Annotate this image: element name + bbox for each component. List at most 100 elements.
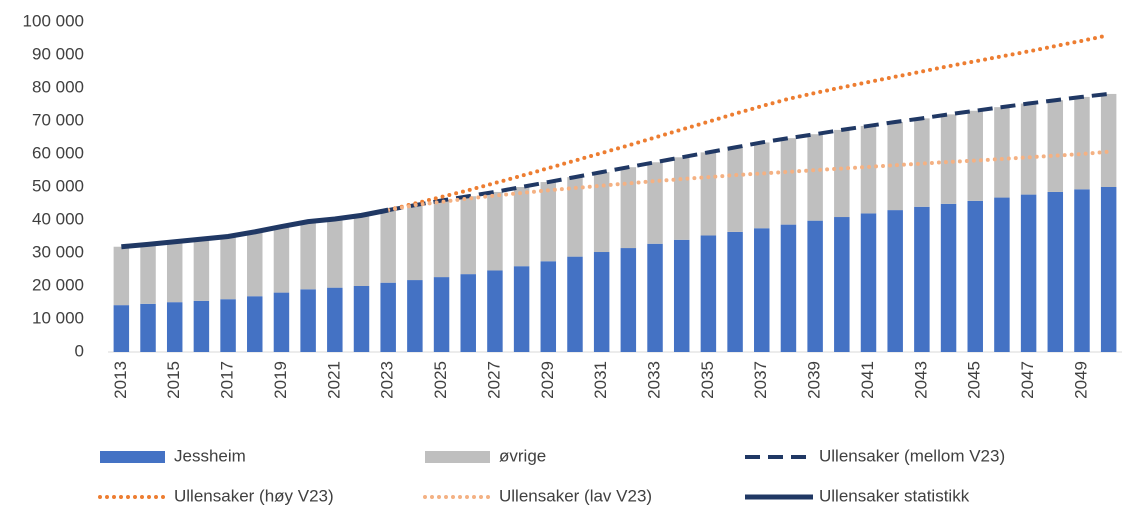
bar (460, 196, 476, 275)
x-tick-label: 2027 (484, 361, 503, 399)
bar (1074, 96, 1090, 190)
bar (1020, 103, 1037, 195)
bar (593, 252, 610, 352)
y-tick-label: 100 000 (23, 11, 84, 30)
bar (166, 302, 183, 352)
x-tick-label: 2021 (324, 361, 343, 399)
bar (247, 296, 263, 352)
legend-label: Ullensaker (lav V23) (499, 486, 652, 505)
x-tick-label: 2041 (858, 361, 877, 399)
bar (860, 125, 877, 214)
bar (407, 280, 423, 352)
bar (300, 221, 316, 290)
bar (433, 277, 450, 352)
bar (220, 236, 236, 300)
bar (834, 217, 850, 352)
bar (273, 292, 290, 352)
bar (887, 210, 903, 352)
bar (780, 138, 797, 225)
bar (487, 270, 503, 352)
bar (380, 210, 396, 283)
x-tick-label: 2017 (218, 361, 237, 399)
bar (673, 239, 690, 352)
y-tick-label: 80 000 (32, 77, 84, 96)
bar (620, 248, 637, 352)
bar (593, 172, 610, 253)
bar (567, 177, 583, 257)
bar (887, 121, 903, 211)
legend-label: Ullensaker (høy V23) (174, 486, 334, 505)
bar (220, 299, 236, 352)
line (387, 91, 1109, 213)
bar (727, 231, 743, 352)
line (121, 207, 389, 250)
bar (540, 261, 557, 352)
bar (754, 228, 770, 352)
legend-label: Jessheim (174, 446, 246, 465)
bar (353, 215, 370, 286)
bar (620, 167, 637, 249)
y-tick-label: 10 000 (32, 308, 84, 327)
legend-swatch (100, 451, 165, 463)
bar (113, 246, 130, 306)
bar (727, 147, 743, 232)
bar (166, 241, 183, 303)
line (386, 149, 1111, 213)
x-tick-label: 2025 (431, 361, 450, 399)
bar (140, 303, 156, 352)
y-tick-label: 90 000 (32, 44, 84, 63)
bar (807, 134, 823, 221)
bar (140, 244, 156, 304)
bar (1100, 93, 1117, 187)
bar (460, 274, 476, 352)
bar (647, 243, 663, 352)
x-tick-label: 2043 (911, 361, 930, 399)
bar (353, 286, 370, 352)
bar (327, 287, 343, 352)
bar (994, 197, 1010, 352)
x-tick-label: 2037 (751, 361, 770, 399)
bar (1047, 100, 1064, 192)
bar (380, 282, 396, 352)
bar (967, 200, 983, 352)
bar (860, 213, 877, 352)
bar (834, 129, 850, 218)
bar (967, 110, 983, 201)
bar (300, 289, 316, 352)
bar (940, 203, 957, 352)
bar (273, 226, 290, 293)
bar (327, 219, 343, 288)
bar (433, 200, 450, 278)
y-tick-label: 50 000 (32, 176, 84, 195)
bar (647, 162, 663, 244)
x-tick-label: 2015 (164, 361, 183, 399)
x-tick-label: 2039 (805, 361, 824, 399)
x-tick-label: 2035 (698, 361, 717, 399)
bar (1074, 189, 1090, 352)
bar (407, 205, 423, 281)
bar (914, 206, 930, 352)
bar (780, 224, 797, 352)
y-tick-label: 30 000 (32, 242, 84, 261)
x-tick-label: 2033 (645, 361, 664, 399)
bar (1047, 191, 1064, 352)
bar (513, 266, 530, 352)
bar (247, 231, 263, 297)
x-tick-label: 2045 (965, 361, 984, 399)
legend-label: øvrige (499, 446, 546, 465)
y-tick-label: 40 000 (32, 209, 84, 228)
legend-label: Ullensaker statistikk (819, 486, 970, 505)
bar (193, 239, 210, 301)
bar (994, 107, 1010, 198)
bar (113, 305, 130, 352)
x-tick-label: 2047 (1018, 361, 1037, 399)
bar (754, 142, 770, 229)
y-tick-label: 70 000 (32, 110, 84, 129)
bar (567, 256, 583, 352)
x-tick-label: 2029 (538, 361, 557, 399)
y-tick-label: 0 (75, 341, 84, 360)
bar (540, 182, 557, 262)
x-tick-label: 2013 (111, 361, 130, 399)
bar (1100, 187, 1117, 352)
